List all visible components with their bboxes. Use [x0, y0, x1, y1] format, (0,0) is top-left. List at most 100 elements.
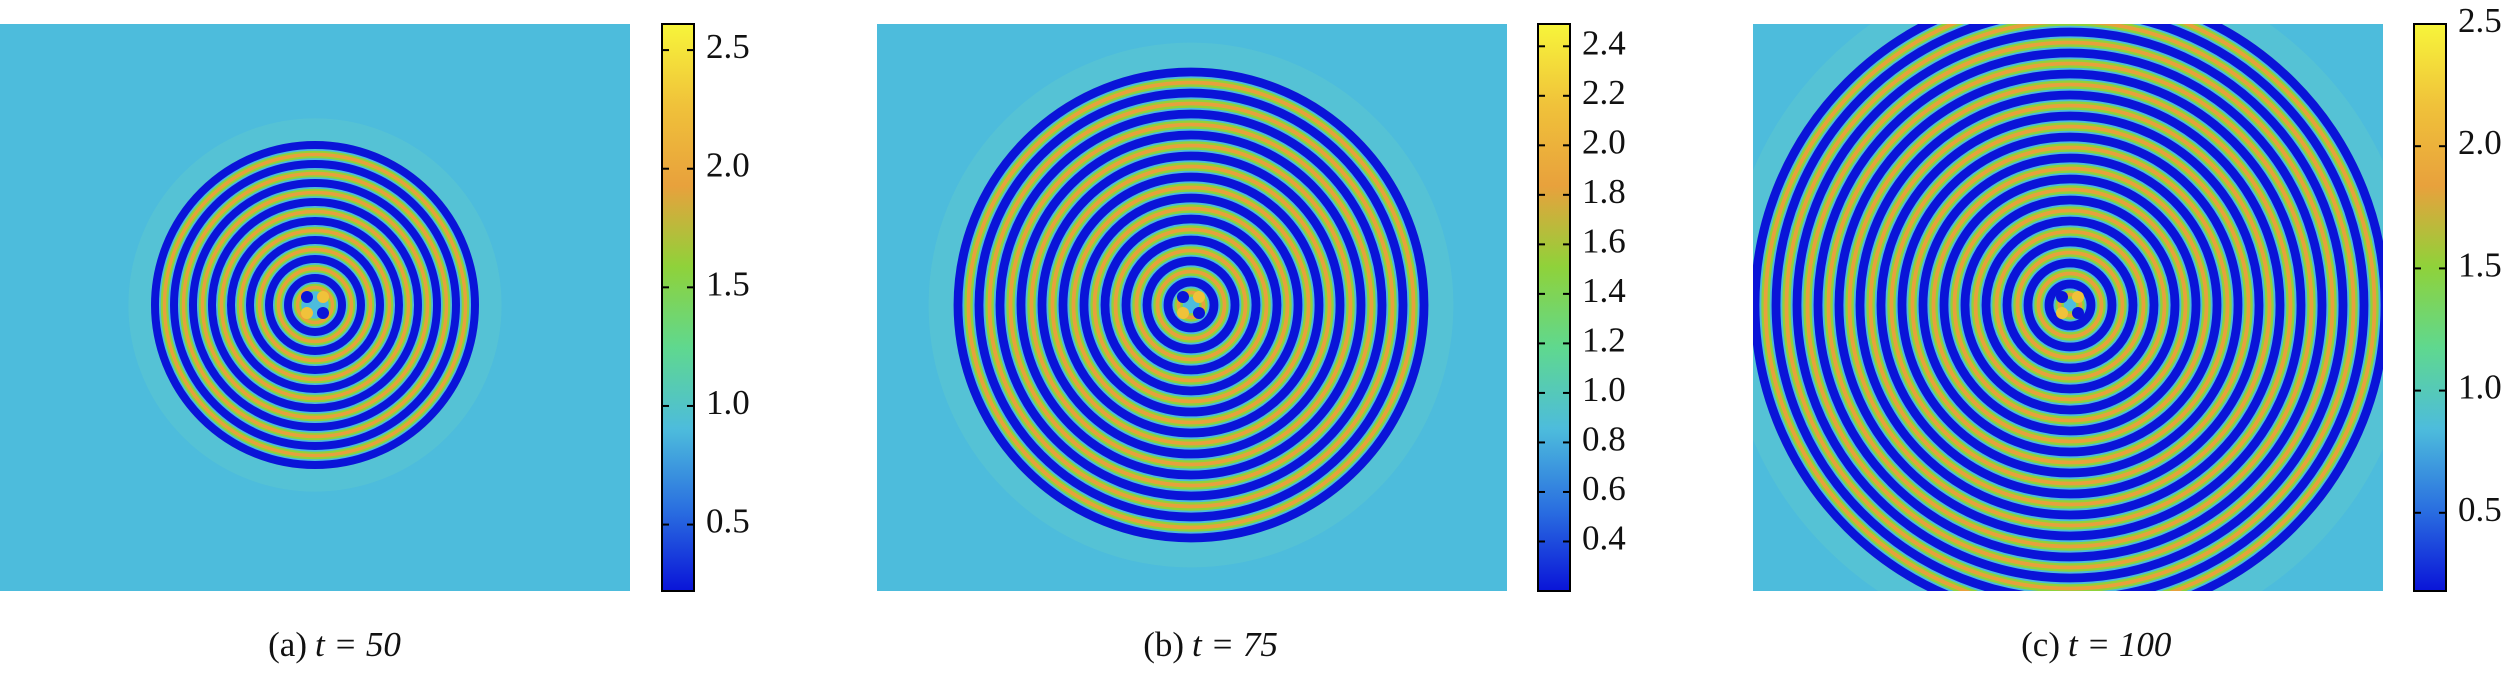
ring-high	[1176, 290, 1206, 320]
ring-high	[1931, 166, 2209, 444]
caption-label: (c)	[2021, 625, 2060, 664]
ring-high	[1994, 229, 2146, 381]
ring-low	[1876, 111, 2264, 499]
ring-high	[1784, 24, 2356, 591]
caption-text: t = 75	[1192, 625, 1278, 664]
ring-high	[238, 228, 392, 382]
ring-high	[1071, 185, 1311, 425]
ring-low	[189, 179, 441, 431]
ring-low	[1058, 172, 1324, 438]
halo	[128, 118, 502, 492]
ring-high	[1155, 269, 1227, 341]
colorbar	[2413, 23, 2447, 592]
ring-high	[181, 171, 449, 439]
ring-low	[151, 141, 479, 469]
ring-low	[1918, 153, 2222, 457]
ring-high	[2036, 271, 2104, 339]
colorbar-tick-label: 2.4	[1582, 23, 1626, 62]
center-dot	[317, 291, 329, 303]
colorbar-tick-label: 2.2	[1582, 73, 1626, 112]
center-dot	[1177, 291, 1189, 303]
ring-high	[257, 247, 373, 363]
ring-low	[1100, 214, 1282, 396]
colorbar-tick-label: 1.0	[706, 383, 750, 422]
ring-high	[1826, 61, 2314, 549]
colorbar-tick-label: 0.5	[2458, 490, 2502, 529]
ring-high	[2015, 250, 2125, 360]
ring-low	[246, 236, 384, 374]
ring-low	[1163, 277, 1219, 333]
caption-text: t = 100	[2068, 625, 2172, 664]
colorbar-tick-label: 1.5	[2458, 245, 2502, 284]
ring-low	[995, 109, 1387, 501]
ring-high	[1889, 124, 2251, 486]
center-dot	[1193, 291, 1205, 303]
ring-low	[1939, 174, 2201, 436]
ring-high	[276, 266, 354, 344]
ring-high	[295, 285, 335, 325]
ring-high	[200, 190, 430, 420]
colorbar-tick-label: 1.6	[1582, 221, 1626, 260]
ring-low	[1016, 130, 1366, 480]
colorbar-tick-label: 1.4	[1582, 271, 1626, 310]
colorbar-tick-label: 0.6	[1582, 469, 1626, 508]
ring-high	[162, 152, 468, 458]
ring-low	[1897, 132, 2243, 478]
ring-high	[1910, 145, 2230, 465]
colorbar-tick-label: 2.0	[1582, 122, 1626, 161]
ring-low	[284, 274, 346, 336]
ring-low	[227, 217, 403, 393]
ring-high	[1868, 103, 2272, 507]
colorbar	[661, 23, 695, 592]
colorbar	[1537, 23, 1571, 592]
center-dot	[2056, 291, 2068, 303]
center-dot	[317, 307, 329, 319]
colorbar-tick-label: 1.2	[1582, 320, 1626, 359]
heatmap-image	[1753, 24, 2383, 591]
ring-low	[1771, 24, 2369, 591]
colorbar-tick-label: 2.5	[706, 27, 750, 66]
colorbar-tick-label: 1.0	[1582, 370, 1626, 409]
ring-low	[1981, 216, 2159, 394]
ring-high	[1008, 122, 1374, 488]
heatmap-image	[877, 24, 1507, 591]
colorbar-tick-label: 2.5	[2458, 1, 2502, 40]
ring-low	[2002, 237, 2138, 373]
ring-high	[1050, 164, 1332, 446]
ring-low	[1960, 195, 2180, 415]
ring-high	[1952, 187, 2188, 423]
colorbar-tick-label: 1.5	[706, 264, 750, 303]
ring-low	[974, 88, 1408, 522]
ring-high	[1134, 248, 1248, 362]
ring-high	[2057, 292, 2083, 318]
background	[0, 24, 630, 591]
ring-low	[1037, 151, 1345, 459]
center-dot	[301, 291, 313, 303]
colorbar-tick-label: 0.8	[1582, 419, 1626, 458]
ring-high	[1805, 40, 2335, 570]
ring-low	[2023, 258, 2117, 352]
colorbar-tick-label: 0.5	[706, 502, 750, 541]
ring-high	[1973, 208, 2167, 402]
ring-low	[2044, 279, 2096, 331]
ring-high	[219, 209, 411, 401]
caption-text: t = 50	[315, 625, 401, 664]
center-dot	[2072, 307, 2084, 319]
center-dot	[1193, 307, 1205, 319]
ring-low	[1121, 235, 1261, 375]
colorbar-tick-label: 1.8	[1582, 172, 1626, 211]
center-dot	[301, 307, 313, 319]
ring-low	[208, 198, 422, 412]
halo	[928, 42, 1454, 568]
ring-low	[1834, 69, 2306, 541]
ring-low	[1079, 193, 1303, 417]
colorbar-tick-label: 2.0	[706, 146, 750, 185]
ring-low	[1813, 48, 2327, 562]
ring-low	[1792, 27, 2348, 583]
center-dot	[2072, 291, 2084, 303]
colorbar-tick-label: 0.4	[1582, 519, 1626, 558]
ring-low	[1855, 90, 2285, 520]
caption-label: (b)	[1143, 625, 1184, 664]
ring-low	[265, 255, 365, 355]
colorbar-tick-label: 2.0	[2458, 123, 2502, 162]
